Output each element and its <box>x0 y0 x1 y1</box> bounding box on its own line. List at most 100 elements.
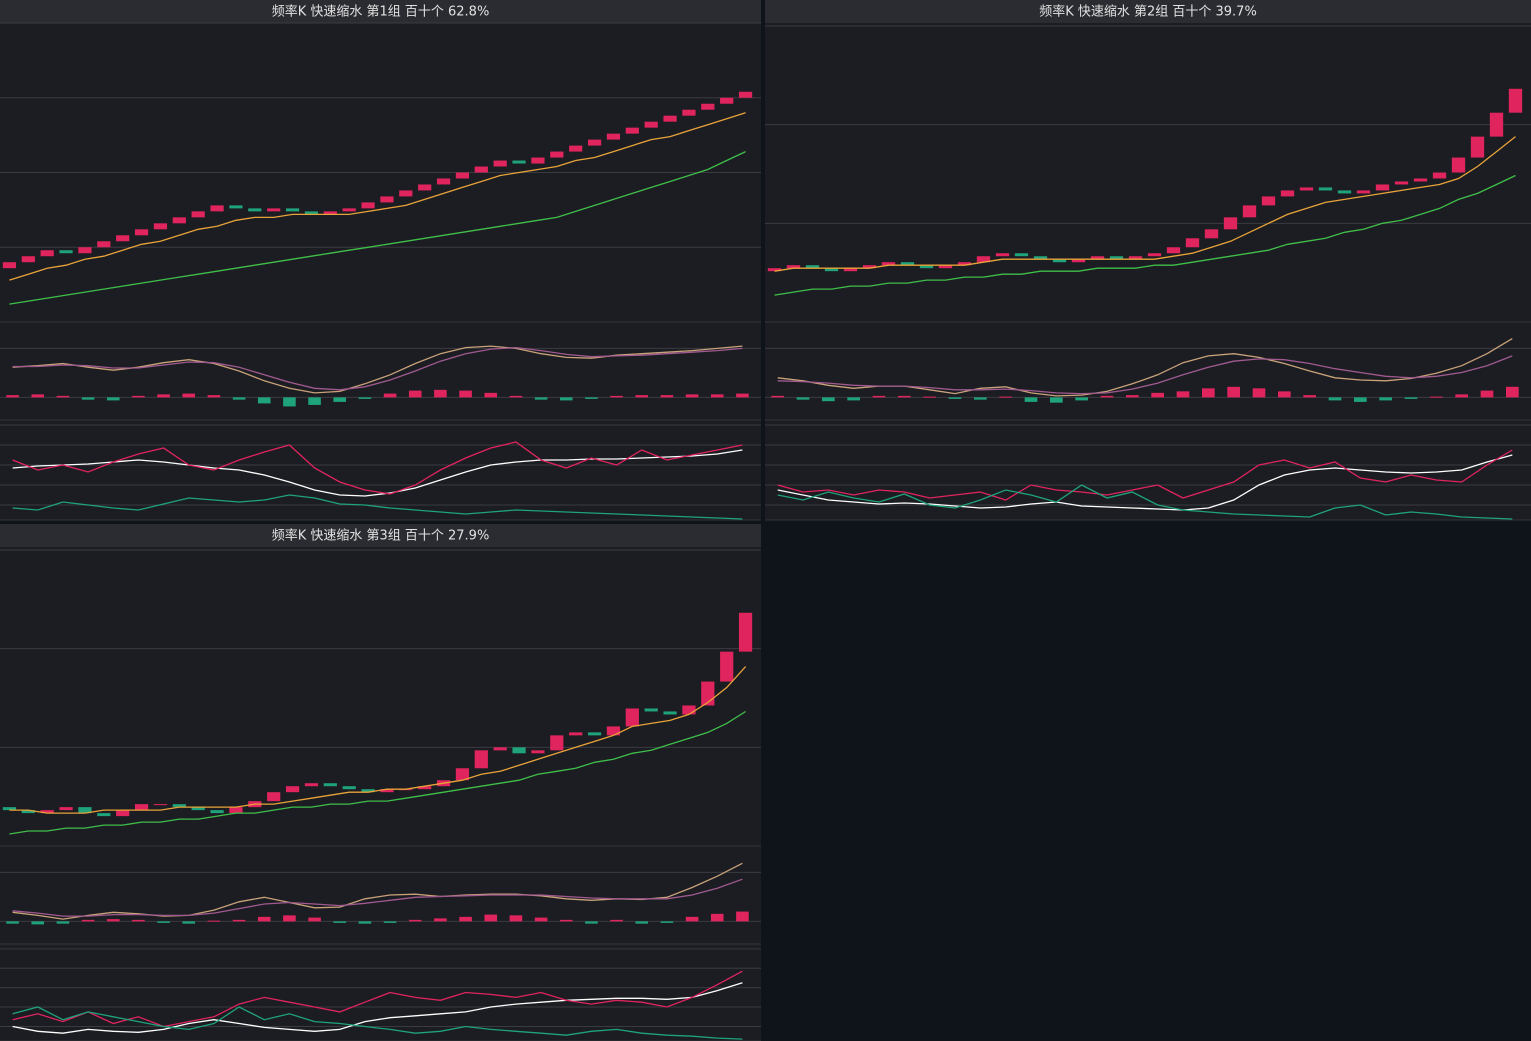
macd-bar <box>1176 391 1190 398</box>
macd-bar <box>610 395 623 398</box>
brick <box>21 810 35 814</box>
macd-bar <box>1480 390 1494 398</box>
brick <box>380 789 394 793</box>
macd-bar <box>1328 397 1342 401</box>
macd-bar <box>660 921 674 923</box>
macd-bar <box>1404 397 1418 399</box>
brick <box>40 810 54 814</box>
brick <box>938 265 953 269</box>
macd-bar <box>710 913 724 922</box>
brick <box>900 262 915 266</box>
brick <box>361 789 375 793</box>
brick <box>1185 238 1200 248</box>
macd-bar <box>207 920 221 922</box>
macd-bar <box>358 397 372 399</box>
macd-bar <box>559 919 573 922</box>
brick <box>512 747 526 754</box>
kdj-line <box>777 484 1513 520</box>
panel-title: 频率K 快速缩水 第2组 百十个 39.7% <box>1039 4 1257 20</box>
macd-bar <box>1455 394 1468 398</box>
macd-bar <box>710 394 724 398</box>
macd-bar <box>685 394 699 398</box>
macd-bar <box>660 395 674 398</box>
panel-title-bar <box>0 524 761 547</box>
brick <box>455 172 470 179</box>
brick <box>995 253 1010 257</box>
brick <box>153 804 168 806</box>
chart-panel: 频率K 快速缩水 第1组 百十个 62.8% <box>0 0 761 521</box>
macd-bar <box>383 921 397 923</box>
brick <box>78 247 92 254</box>
brick <box>134 804 149 811</box>
macd-bar <box>999 396 1012 398</box>
brick <box>644 708 658 712</box>
brick <box>843 268 858 272</box>
brick <box>493 747 507 751</box>
macd-bar <box>1430 396 1443 398</box>
brick <box>229 807 243 814</box>
brick <box>59 807 73 811</box>
macd-bar <box>56 921 70 924</box>
brick <box>569 732 583 736</box>
brick <box>1470 136 1485 158</box>
brick <box>1071 259 1086 263</box>
macd-bar <box>509 395 523 398</box>
brick <box>720 651 734 682</box>
macd-bar <box>308 917 321 922</box>
brick <box>824 268 839 272</box>
brick <box>474 750 488 769</box>
main-line <box>9 112 746 281</box>
macd-bar <box>559 397 573 401</box>
macd-bar <box>207 395 221 398</box>
macd-bar <box>434 389 447 398</box>
brick <box>531 157 545 164</box>
brick <box>116 810 130 817</box>
panel-background <box>0 524 761 1041</box>
brick <box>40 250 54 257</box>
macd-bar <box>408 390 422 398</box>
brick <box>323 783 337 787</box>
macd-bar <box>1303 395 1316 398</box>
brick <box>682 705 696 715</box>
macd-bar <box>1050 397 1063 403</box>
macd-bar <box>509 915 523 922</box>
kdj-line <box>12 982 743 1034</box>
macd-bar <box>459 916 472 922</box>
brick <box>1451 157 1466 173</box>
brick <box>738 612 753 652</box>
brick <box>342 786 356 790</box>
kdj-line <box>777 454 1513 511</box>
kdj-line <box>12 1006 743 1040</box>
macd-bar <box>898 395 911 398</box>
macd-bar <box>383 393 397 398</box>
macd-bar <box>771 395 784 398</box>
brick <box>625 127 639 134</box>
brick <box>267 792 281 802</box>
brick <box>1508 88 1523 113</box>
kdj-line <box>12 449 743 497</box>
kdj-line <box>777 449 1513 501</box>
macd-bar <box>635 395 649 398</box>
brick <box>1356 190 1371 194</box>
brick <box>210 810 224 814</box>
brick <box>229 205 243 209</box>
brick <box>1033 256 1048 260</box>
brick <box>455 768 470 781</box>
brick <box>342 208 356 212</box>
macd-line <box>12 346 743 391</box>
brick <box>1375 184 1390 191</box>
macd-bar <box>1126 395 1139 398</box>
brick <box>606 133 621 140</box>
brick <box>805 265 820 269</box>
macd-bar <box>610 919 623 922</box>
brick <box>304 783 319 787</box>
macd-bar <box>132 919 145 922</box>
brick <box>1147 253 1162 257</box>
macd-bar <box>1227 386 1240 398</box>
brick <box>663 115 677 122</box>
macd-bar <box>434 918 447 922</box>
brick <box>550 151 564 158</box>
brick <box>587 139 602 146</box>
brick <box>531 750 545 754</box>
